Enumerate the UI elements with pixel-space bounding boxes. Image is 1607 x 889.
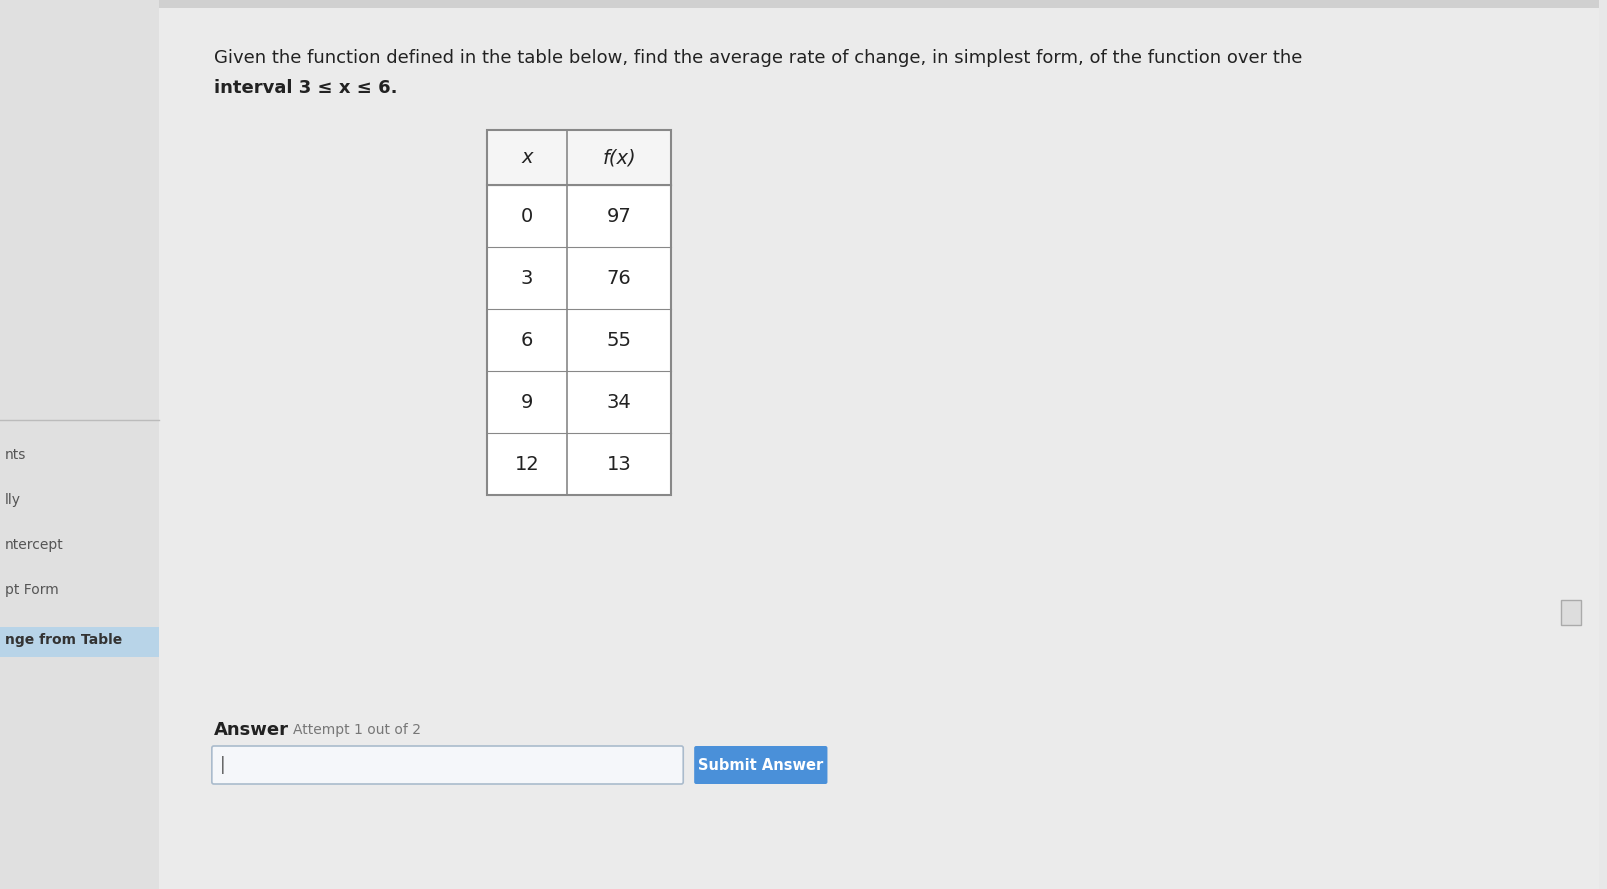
Text: 0: 0 <box>521 206 534 226</box>
Text: 34: 34 <box>606 393 632 412</box>
Text: f(x): f(x) <box>603 148 635 167</box>
Bar <box>0 627 159 657</box>
Text: ntercept: ntercept <box>5 538 64 552</box>
Bar <box>0 0 159 889</box>
Text: x: x <box>521 148 532 167</box>
Text: interval 3 ≤ x ≤ 6.: interval 3 ≤ x ≤ 6. <box>214 79 397 97</box>
Text: lly: lly <box>5 493 21 507</box>
Text: 3: 3 <box>521 268 534 287</box>
Bar <box>159 0 1599 8</box>
Text: Submit Answer: Submit Answer <box>697 757 823 773</box>
Text: 6: 6 <box>521 331 534 349</box>
Bar <box>1560 600 1580 625</box>
Bar <box>487 130 670 185</box>
Text: Answer: Answer <box>214 721 289 739</box>
Bar <box>487 130 670 495</box>
Text: Attempt 1 out of 2: Attempt 1 out of 2 <box>292 723 421 737</box>
Text: nts: nts <box>5 448 26 462</box>
Text: 76: 76 <box>606 268 632 287</box>
Text: 12: 12 <box>514 454 538 474</box>
FancyBboxPatch shape <box>694 746 828 784</box>
Bar <box>487 130 670 495</box>
Text: |: | <box>220 756 225 774</box>
Text: nge from Table: nge from Table <box>5 633 122 647</box>
Text: 13: 13 <box>606 454 632 474</box>
Text: 97: 97 <box>606 206 632 226</box>
Text: 9: 9 <box>521 393 534 412</box>
FancyBboxPatch shape <box>212 746 683 784</box>
Text: 55: 55 <box>606 331 632 349</box>
Text: Given the function defined in the table below, find the average rate of change, : Given the function defined in the table … <box>214 49 1302 67</box>
Text: pt Form: pt Form <box>5 583 59 597</box>
